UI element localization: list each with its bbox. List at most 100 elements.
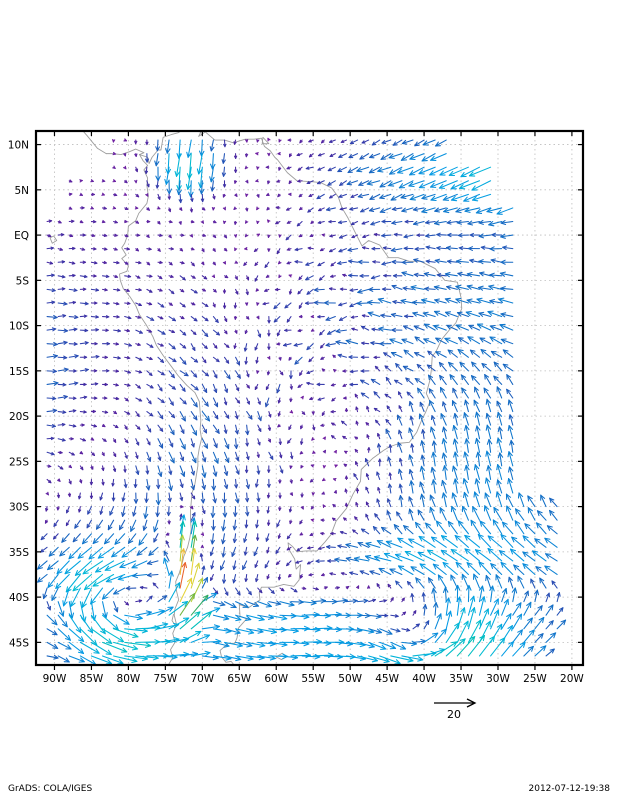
wind-vector <box>376 471 381 480</box>
wind-vector <box>360 528 370 535</box>
wind-vector <box>350 193 359 198</box>
wind-vector <box>387 456 392 467</box>
wind-vector <box>57 287 66 291</box>
wind-vector <box>337 220 347 225</box>
wind-vector <box>463 193 481 202</box>
wind-vector <box>286 316 292 323</box>
x-tick-label: 30W <box>486 673 510 685</box>
wind-vector <box>390 351 403 358</box>
wind-vector <box>349 207 359 211</box>
wind-vector <box>478 608 489 630</box>
wind-vector <box>458 337 469 345</box>
wind-vector <box>233 206 237 211</box>
wind-vector <box>464 399 469 413</box>
wind-vector <box>398 457 403 467</box>
wind-vector <box>455 324 469 331</box>
x-tick-label: 70W <box>190 673 214 685</box>
wind-vector <box>113 601 119 613</box>
wind-vector <box>146 302 153 306</box>
coastline <box>119 154 203 664</box>
wind-vector <box>222 206 226 211</box>
wind-vector <box>124 424 128 430</box>
wind-vector <box>298 234 303 238</box>
wind-vector <box>83 573 104 591</box>
wind-vector <box>179 397 187 405</box>
wind-vector <box>316 180 325 185</box>
wind-vector <box>189 207 194 213</box>
wind-vector <box>135 315 141 319</box>
wind-vector <box>168 316 176 322</box>
wind-vector <box>463 412 469 426</box>
wind-vector <box>124 247 130 251</box>
wind-vector <box>79 478 83 484</box>
wind-vector <box>390 628 401 633</box>
wind-vector <box>222 180 227 188</box>
wind-vector <box>355 501 359 508</box>
wind-vector <box>157 248 161 252</box>
wind-vector <box>377 432 381 440</box>
wind-vector <box>274 287 281 292</box>
wind-vector <box>390 614 399 618</box>
wind-vector <box>209 546 214 557</box>
wind-vector <box>124 274 132 278</box>
wind-vector <box>79 233 86 237</box>
wind-vector <box>109 506 115 516</box>
wind-vector <box>475 425 481 440</box>
wind-vector <box>431 451 437 467</box>
wind-vector <box>145 153 150 163</box>
wind-vector <box>470 375 481 385</box>
wind-vector <box>434 613 442 630</box>
wind-vector <box>56 560 70 575</box>
wind-vector <box>464 207 481 213</box>
wind-vector <box>79 410 87 414</box>
wind-vector <box>371 139 381 146</box>
wind-vector <box>412 220 425 226</box>
wind-vector <box>278 138 282 143</box>
wind-vector <box>360 392 370 399</box>
wind-vector <box>68 300 77 305</box>
wind-vector <box>286 207 292 211</box>
x-tick-label: 45W <box>375 673 399 685</box>
wind-vector <box>190 343 196 351</box>
wind-vector <box>439 374 447 385</box>
wind-vector <box>46 354 58 359</box>
wind-vector <box>65 519 70 527</box>
wind-vector <box>365 422 370 426</box>
wind-vector <box>524 523 536 535</box>
wind-vector <box>273 302 281 310</box>
wind-vector <box>294 247 303 252</box>
wind-vector <box>212 492 217 504</box>
plot-frame <box>34 129 585 667</box>
wind-vector <box>305 275 314 281</box>
wind-vector <box>306 560 314 565</box>
wind-vector <box>157 329 166 335</box>
wind-vector <box>393 232 403 237</box>
wind-vector <box>412 206 425 212</box>
wind-vector <box>471 180 492 191</box>
wind-vector <box>51 587 59 601</box>
wind-vector <box>556 592 561 603</box>
wind-vector <box>234 424 239 435</box>
wind-vector <box>388 180 403 187</box>
wind-vector <box>190 465 195 476</box>
wind-vector <box>46 300 56 305</box>
wind-vector <box>276 179 281 183</box>
wind-vector <box>378 326 392 332</box>
wind-vector <box>223 139 227 148</box>
wind-vector <box>223 234 228 239</box>
wind-vector <box>431 479 437 494</box>
wind-vector <box>46 464 52 468</box>
wind-vector <box>357 259 370 265</box>
wind-vector <box>157 316 164 320</box>
wind-vector <box>312 612 331 619</box>
wind-vector <box>294 356 303 365</box>
wind-vector <box>146 397 152 405</box>
wind-vector <box>495 491 503 508</box>
wind-vector <box>113 329 122 333</box>
wind-vector <box>473 573 481 589</box>
wind-vector <box>90 437 95 441</box>
wind-vector <box>417 551 436 562</box>
wind-vector <box>46 641 59 649</box>
wind-vector <box>186 139 192 158</box>
wind-vector <box>418 166 436 175</box>
